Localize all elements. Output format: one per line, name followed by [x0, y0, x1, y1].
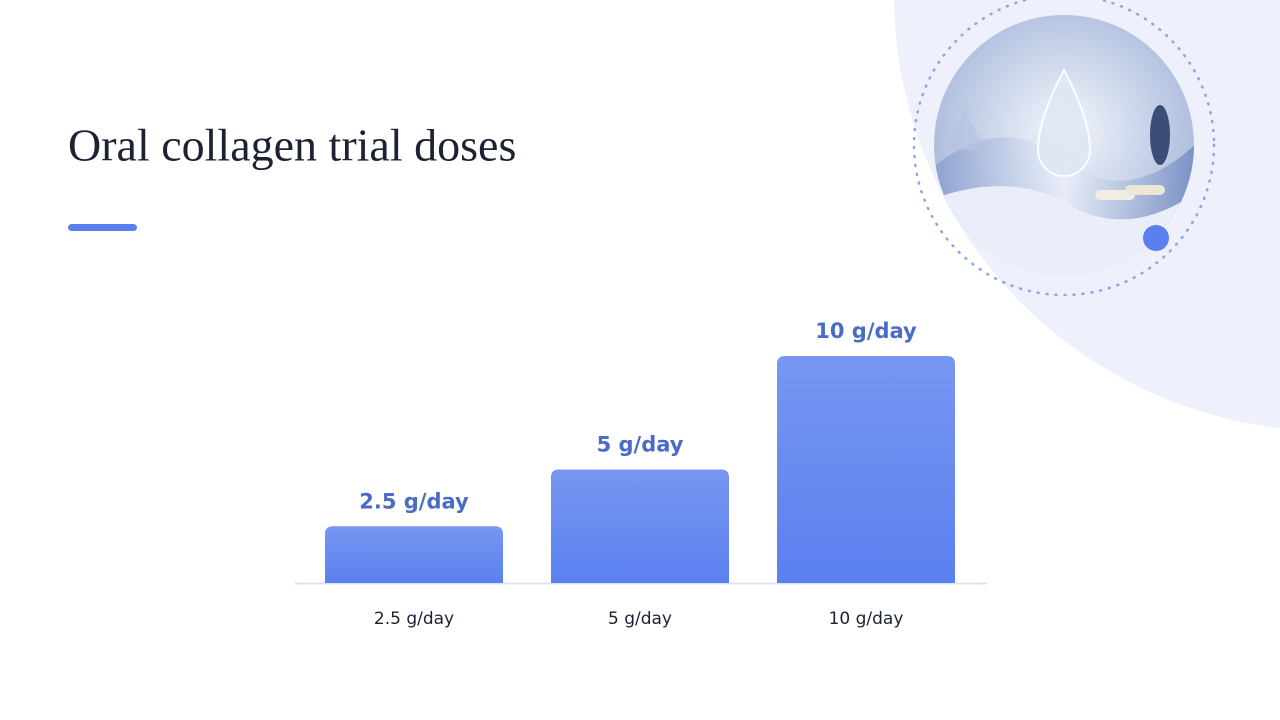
- value-label: 10 g/day: [815, 319, 917, 343]
- title-accent: [68, 224, 137, 231]
- category-label: 2.5 g/day: [374, 609, 454, 629]
- photo: [934, 15, 1194, 275]
- value-label: 5 g/day: [597, 433, 684, 457]
- category-label: 10 g/day: [829, 609, 904, 629]
- category-label: 5 g/day: [608, 609, 672, 629]
- accent-dot: [1143, 225, 1169, 251]
- bar-sheen: [777, 356, 955, 583]
- value-label: 2.5 g/day: [359, 489, 469, 513]
- bar-sheen: [325, 526, 503, 583]
- title: Oral collagen trial doses: [68, 120, 516, 171]
- dotted-ring: [912, 0, 1216, 297]
- bar-sheen: [551, 469, 729, 583]
